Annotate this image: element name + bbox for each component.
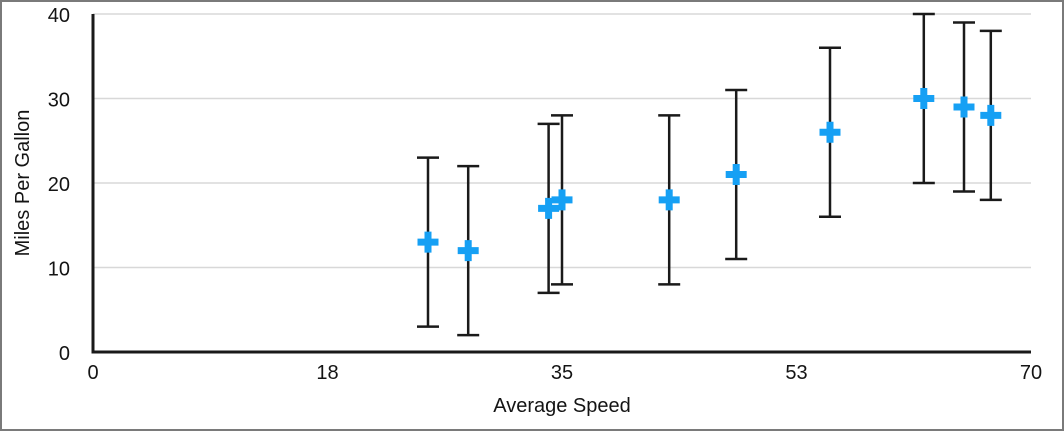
y-axis-title: Miles Per Gallon bbox=[12, 110, 34, 257]
y-tick-label: 0 bbox=[59, 343, 70, 365]
x-tick-label: 35 bbox=[551, 362, 573, 384]
data-point-marker[interactable] bbox=[725, 164, 747, 186]
data-point-marker[interactable] bbox=[980, 104, 1002, 126]
data-point-marker[interactable] bbox=[551, 189, 573, 211]
x-tick-label: 53 bbox=[785, 362, 807, 384]
x-tick-label: 18 bbox=[316, 362, 338, 384]
y-tick-label: 20 bbox=[48, 174, 70, 196]
data-point-marker[interactable] bbox=[953, 96, 975, 118]
y-tick-label: 30 bbox=[48, 90, 70, 112]
x-tick-label: 0 bbox=[87, 362, 98, 384]
y-tick-label: 10 bbox=[48, 259, 70, 281]
x-tick-label: 70 bbox=[1020, 362, 1042, 384]
data-point-marker[interactable] bbox=[457, 240, 479, 262]
data-point-marker[interactable] bbox=[538, 197, 560, 219]
data-point-marker[interactable] bbox=[658, 189, 680, 211]
x-axis-title: Average Speed bbox=[493, 395, 631, 417]
data-point-marker[interactable] bbox=[913, 88, 935, 109]
data-point-marker[interactable] bbox=[819, 121, 841, 143]
y-tick-label: 40 bbox=[48, 5, 70, 27]
chart-generated-layer: 0 18 35 53 70 0 10 20 30 40 bbox=[48, 5, 1042, 384]
data-point-marker[interactable] bbox=[417, 231, 439, 253]
